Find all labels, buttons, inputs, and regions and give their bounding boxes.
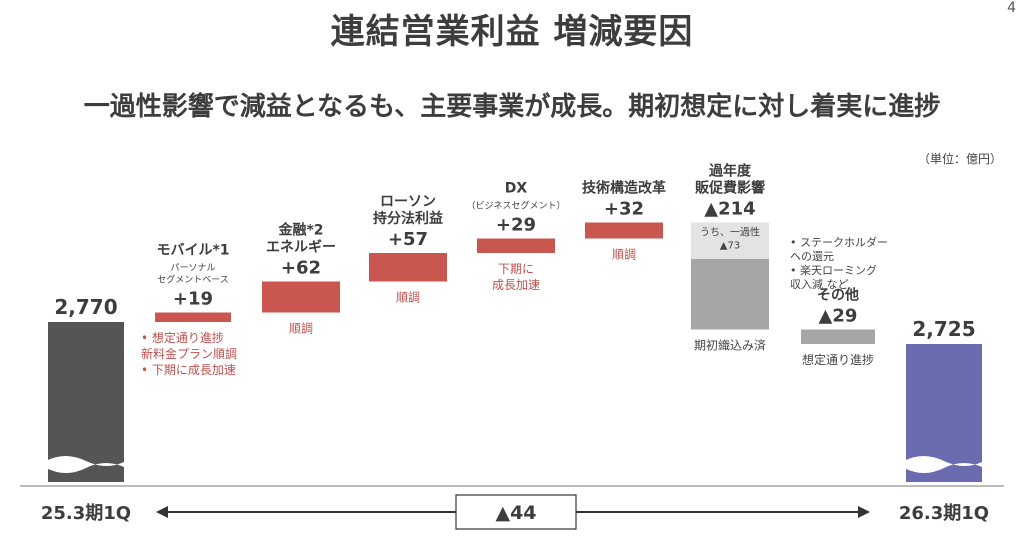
one-time-value: ▲73 xyxy=(720,241,740,252)
step-bar xyxy=(262,281,340,313)
step-note: 想定通り進捗 xyxy=(802,352,874,367)
step-note: • 想定通り進捗 xyxy=(141,330,224,345)
start-bar xyxy=(48,322,124,482)
page-subtitle: 一過性影響で減益となるも、主要事業が成長。期初想定に対し着実に進捗 xyxy=(83,92,941,122)
change-arrow-left-head xyxy=(156,506,168,518)
step-name-label: エネルギー xyxy=(266,239,336,256)
start-value-label: 2,770 xyxy=(54,295,117,319)
axis-break-start xyxy=(46,456,126,473)
step-value-label: +62 xyxy=(281,258,321,279)
step-note: 新料金プラン順調 xyxy=(141,346,237,361)
step-prenote: • 楽天ローミング xyxy=(790,263,877,277)
total-change-label: ▲44 xyxy=(495,502,536,524)
end-period-label: 26.3期1Q xyxy=(899,503,989,524)
page-number: 4 xyxy=(1007,0,1016,16)
one-time-portion xyxy=(691,222,769,259)
step-value-label: ▲29 xyxy=(819,306,858,327)
step-note: 期初織込み済 xyxy=(694,338,766,353)
step-name-label: 販促費影響 xyxy=(695,180,765,197)
step-value-label: +19 xyxy=(173,289,213,310)
step-name-label: 持分法利益 xyxy=(373,210,443,227)
step-bar xyxy=(477,238,555,253)
step-bar xyxy=(801,329,875,344)
step-name-label: モバイル*1 xyxy=(156,243,229,259)
step-note: 成長加速 xyxy=(492,278,540,292)
unit-label: （単位：億円） xyxy=(917,152,1002,166)
step-value-label: +29 xyxy=(496,215,536,236)
step-name-label: 金融*2 xyxy=(277,222,323,239)
step-sub-label: パーソナル xyxy=(170,263,215,274)
step-name-label: その他 xyxy=(817,287,859,304)
change-arrow-right-head xyxy=(858,506,870,518)
step-value-label: +32 xyxy=(604,199,644,220)
step-bar xyxy=(369,253,447,282)
page-title: 連結営業利益 増減要因 xyxy=(330,12,694,52)
step-sub-label: セグメントベース xyxy=(157,274,229,286)
step-note: 下期に xyxy=(498,262,534,276)
one-time-label: うち、一過性 xyxy=(700,226,760,239)
step-prenote: への還元 xyxy=(790,250,834,263)
step-bar xyxy=(585,222,663,239)
axis-break-end xyxy=(904,456,984,473)
step-note: 順調 xyxy=(612,248,636,262)
step-name-label: 技術構造改革 xyxy=(582,180,666,197)
step-prenote: 収入減 など xyxy=(790,277,849,291)
step-bar xyxy=(691,259,769,330)
step-sub-label: （ビジネスセグメント） xyxy=(466,200,565,212)
step-value-label: +57 xyxy=(388,229,428,250)
step-note: 順調 xyxy=(289,322,313,336)
step-name-label: 過年度 xyxy=(708,163,752,180)
start-period-label: 25.3期1Q xyxy=(41,503,131,524)
step-note: • 下期に成長加速 xyxy=(141,363,236,377)
step-prenote: • ステークホルダー xyxy=(790,235,888,249)
step-value-label: ▲214 xyxy=(704,199,755,220)
step-note: 順調 xyxy=(396,291,420,305)
step-name-label: ローソン xyxy=(380,194,436,210)
step-name-label: DX xyxy=(505,181,528,197)
total-change-box xyxy=(455,494,577,530)
end-value-label: 2,725 xyxy=(912,317,975,341)
step-bar xyxy=(155,312,231,322)
